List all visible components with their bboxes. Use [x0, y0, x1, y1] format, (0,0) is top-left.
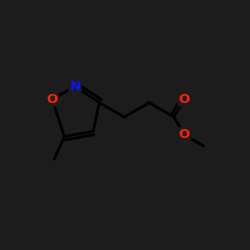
Text: N: N [70, 80, 80, 93]
Text: O: O [179, 93, 190, 106]
Text: O: O [47, 93, 58, 106]
Text: O: O [179, 128, 190, 141]
